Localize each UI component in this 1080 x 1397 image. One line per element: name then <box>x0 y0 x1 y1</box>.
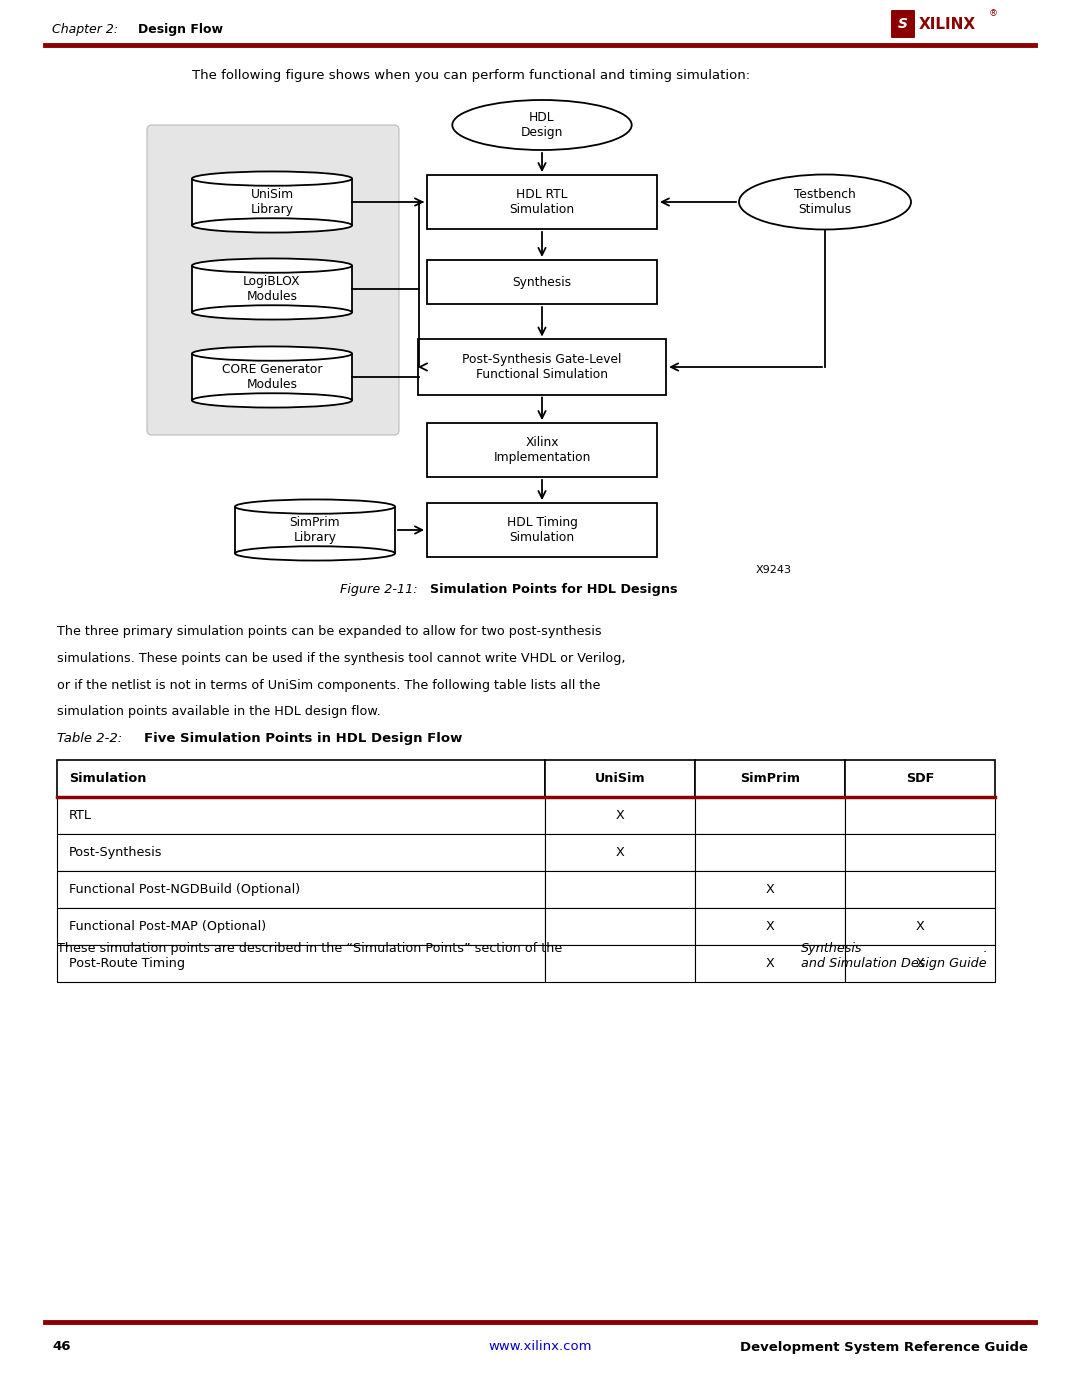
Bar <box>57 834 544 870</box>
Text: 46: 46 <box>52 1341 70 1354</box>
Bar <box>845 908 995 944</box>
Text: Synthesis: Synthesis <box>512 275 571 289</box>
Ellipse shape <box>192 258 352 272</box>
Text: X: X <box>916 921 924 933</box>
Bar <box>694 760 845 798</box>
Text: Five Simulation Points in HDL Design Flow: Five Simulation Points in HDL Design Flo… <box>144 732 462 745</box>
Ellipse shape <box>192 346 352 360</box>
Bar <box>544 870 694 908</box>
Ellipse shape <box>192 393 352 408</box>
FancyBboxPatch shape <box>891 10 915 38</box>
Bar <box>845 944 995 982</box>
Text: X: X <box>916 957 924 970</box>
Text: RTL: RTL <box>69 809 92 821</box>
Text: CORE Generator
Modules: CORE Generator Modules <box>221 363 322 391</box>
Bar <box>845 798 995 834</box>
Text: HDL
Design: HDL Design <box>521 110 563 138</box>
Bar <box>427 503 657 557</box>
Text: HDL RTL
Simulation: HDL RTL Simulation <box>510 189 575 217</box>
Bar <box>544 944 694 982</box>
Bar <box>57 944 544 982</box>
Ellipse shape <box>192 172 352 186</box>
Text: X: X <box>616 847 624 859</box>
Text: X9243: X9243 <box>756 564 792 576</box>
Ellipse shape <box>235 500 395 514</box>
Text: UniSim: UniSim <box>594 773 645 785</box>
Bar <box>845 834 995 870</box>
Bar <box>845 870 995 908</box>
Ellipse shape <box>192 218 352 232</box>
Bar <box>192 179 352 225</box>
Bar <box>57 870 544 908</box>
Text: www.xilinx.com: www.xilinx.com <box>488 1341 592 1354</box>
Text: XILINX: XILINX <box>919 17 976 32</box>
Ellipse shape <box>192 306 352 320</box>
Bar <box>192 353 352 401</box>
Bar <box>427 175 657 229</box>
FancyBboxPatch shape <box>147 124 399 434</box>
Text: X: X <box>766 957 774 970</box>
Bar <box>694 908 845 944</box>
Bar <box>544 760 694 798</box>
Text: X: X <box>766 921 774 933</box>
Bar <box>235 507 395 553</box>
Text: The three primary simulation points can be expanded to allow for two post-synthe: The three primary simulation points can … <box>57 624 602 638</box>
Bar <box>57 798 544 834</box>
Bar <box>845 760 995 798</box>
Text: ®: ® <box>988 10 998 18</box>
Text: Simulation Points for HDL Designs: Simulation Points for HDL Designs <box>430 583 677 597</box>
Text: LogiBLOX
Modules: LogiBLOX Modules <box>243 275 300 303</box>
Text: .: . <box>983 942 987 956</box>
Text: Post-Synthesis Gate-Level
Functional Simulation: Post-Synthesis Gate-Level Functional Sim… <box>462 353 622 381</box>
Text: Simulation: Simulation <box>69 773 147 785</box>
Bar <box>544 834 694 870</box>
Text: These simulation points are described in the “Simulation Points” section of the: These simulation points are described in… <box>57 942 566 956</box>
Text: SimPrim
Library: SimPrim Library <box>289 515 340 543</box>
Text: or if the netlist is not in terms of UniSim components. The following table list: or if the netlist is not in terms of Uni… <box>57 679 600 692</box>
Bar <box>694 870 845 908</box>
Text: UniSim
Library: UniSim Library <box>251 189 294 217</box>
Text: S: S <box>897 17 908 31</box>
Text: Table 2-2:: Table 2-2: <box>57 732 122 745</box>
Text: HDL Timing
Simulation: HDL Timing Simulation <box>507 515 578 543</box>
Bar <box>544 798 694 834</box>
Ellipse shape <box>453 101 632 149</box>
Text: Chapter 2:: Chapter 2: <box>52 22 126 35</box>
Text: X: X <box>616 809 624 821</box>
Ellipse shape <box>235 546 395 560</box>
Text: Functional Post-MAP (Optional): Functional Post-MAP (Optional) <box>69 921 266 933</box>
Bar <box>57 908 544 944</box>
Text: Figure 2-11:: Figure 2-11: <box>340 583 418 597</box>
Bar <box>57 760 544 798</box>
Text: Testbench
Stimulus: Testbench Stimulus <box>794 189 855 217</box>
Text: SimPrim: SimPrim <box>740 773 800 785</box>
Text: Post-Synthesis: Post-Synthesis <box>69 847 162 859</box>
Bar <box>427 423 657 476</box>
Text: SDF: SDF <box>906 773 934 785</box>
Text: Development System Reference Guide: Development System Reference Guide <box>740 1341 1028 1354</box>
Bar <box>192 265 352 313</box>
Text: Synthesis
and Simulation Design Guide: Synthesis and Simulation Design Guide <box>801 942 987 970</box>
Bar <box>418 339 666 394</box>
Text: Xilinx
Implementation: Xilinx Implementation <box>494 436 591 464</box>
Bar <box>694 798 845 834</box>
Text: The following figure shows when you can perform functional and timing simulation: The following figure shows when you can … <box>192 68 751 82</box>
Text: Functional Post-NGDBuild (Optional): Functional Post-NGDBuild (Optional) <box>69 883 300 895</box>
Bar <box>544 908 694 944</box>
Text: simulation points available in the HDL design flow.: simulation points available in the HDL d… <box>57 705 381 718</box>
Text: X: X <box>766 883 774 895</box>
Text: Design Flow: Design Flow <box>138 22 222 35</box>
Text: Post-Route Timing: Post-Route Timing <box>69 957 185 970</box>
Ellipse shape <box>739 175 912 229</box>
Bar <box>694 834 845 870</box>
Bar <box>427 260 657 305</box>
Bar <box>694 944 845 982</box>
Text: simulations. These points can be used if the synthesis tool cannot write VHDL or: simulations. These points can be used if… <box>57 652 625 665</box>
